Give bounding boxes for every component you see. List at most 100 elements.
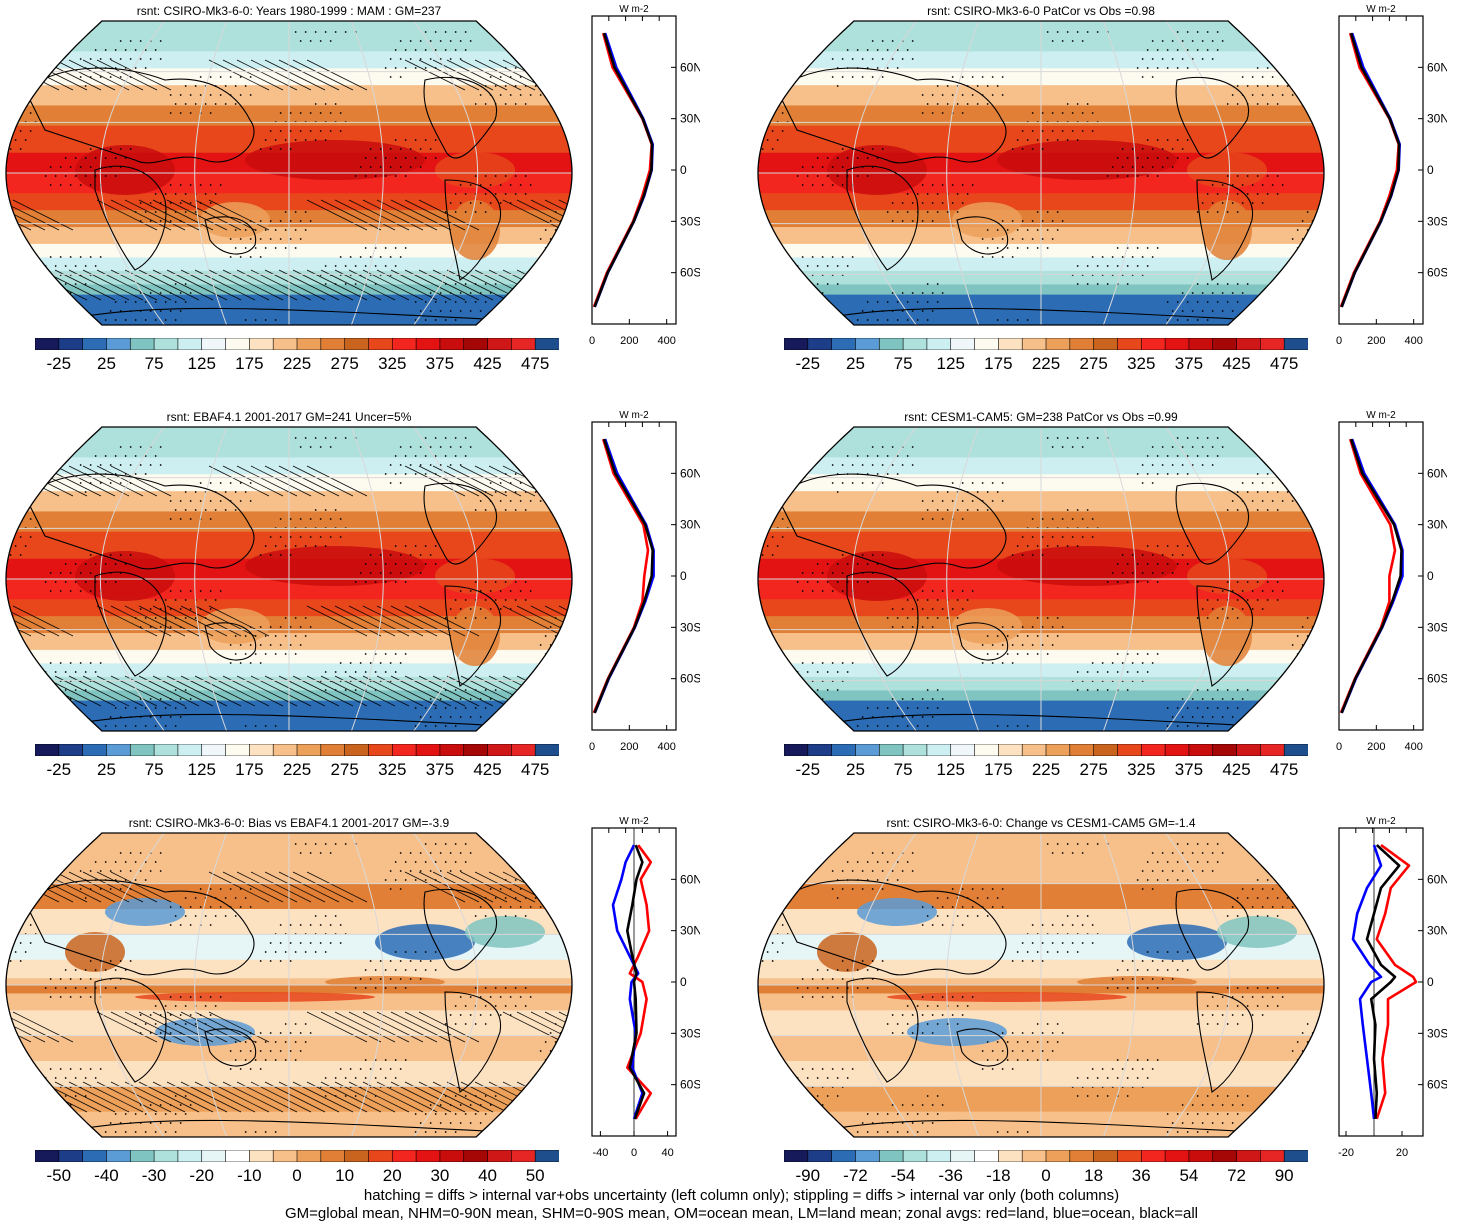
colorbar-swatch — [58, 338, 84, 350]
coastlines — [24, 879, 506, 1133]
colorbar-swatch — [902, 744, 928, 756]
colorbar-swatch — [831, 338, 857, 350]
colorbar-swatch — [320, 744, 346, 756]
colorbar-swatch — [1045, 1150, 1071, 1162]
latitude-tick-label: 0 — [1427, 975, 1434, 989]
colorbar-tick-label: 30 — [430, 1166, 450, 1185]
colorbar-tick-label: 375 — [425, 760, 455, 779]
zonal-x-tick-label: -20 — [1338, 1147, 1354, 1159]
colorbar-swatch — [439, 744, 465, 756]
colorbar-swatch — [784, 1150, 809, 1162]
colorbar-tick-label: 125 — [936, 760, 965, 779]
colorbar-labels: -90 -72 -54 -36 -18 0 18 36 54 72 90 — [784, 1166, 1308, 1188]
colorbar-swatch — [106, 338, 132, 350]
coastlines — [24, 473, 506, 727]
colorbar-tick-label: 175 — [984, 760, 1013, 779]
colorbar-swatch — [487, 744, 513, 756]
field-anomaly-region — [325, 976, 445, 988]
field-anomaly-region — [952, 202, 1022, 238]
colorbar-swatch — [201, 1150, 227, 1162]
colorbar-swatch — [153, 338, 179, 350]
map-outline — [757, 832, 1325, 1138]
colorbar-swatch — [368, 1150, 394, 1162]
colorbar-tick-label: 75 — [144, 760, 164, 779]
colorbar-tick-label: 425 — [1222, 354, 1251, 373]
colorbar-swatch — [35, 1150, 60, 1162]
zonal-mean-line — [1365, 844, 1401, 1119]
zonal-unit-label: W m-2 — [619, 410, 649, 421]
zonal-x-tick-label: 400 — [1404, 335, 1422, 347]
colorbar-tick-label: 475 — [1269, 760, 1299, 779]
colorbar-swatch — [1117, 1150, 1143, 1162]
colorbar-swatch — [1283, 338, 1308, 350]
zonal-unit-label: W m-2 — [619, 816, 649, 827]
colorbar-swatch — [1260, 1150, 1285, 1162]
panel-top-left: rsnt: CSIRO-Mk3-6-0: Years 1980-1999 : M… — [0, 0, 700, 380]
colorbar-swatch — [296, 744, 322, 756]
colorbar-swatch — [1069, 338, 1095, 350]
zonal-mean-line — [1340, 32, 1401, 308]
colorbar-swatch — [272, 338, 298, 350]
colorbar-swatch — [1093, 338, 1119, 350]
colorbar-swatch — [320, 338, 346, 350]
colorbar-swatch — [487, 338, 513, 350]
latitude-tick-label: 30N — [1427, 112, 1447, 126]
colorbar-swatch — [272, 744, 298, 756]
colorbar-swatch — [1236, 1150, 1262, 1162]
colorbar-swatch — [784, 338, 809, 350]
colorbar-swatch — [784, 744, 809, 756]
colorbar-swatch — [487, 1150, 513, 1162]
colorbar-swatch — [511, 1150, 536, 1162]
colorbar-swatch — [1093, 744, 1119, 756]
colorbar-swatch — [926, 338, 952, 350]
colorbar-tick-label: -30 — [141, 1166, 167, 1185]
footer-note-hatching: hatching = diffs > internal var+obs unce… — [363, 1187, 1120, 1204]
colorbar-swatch — [1212, 338, 1238, 350]
panel-middle-right: rsnt: CESM1-CAM5: GM=238 PatCor vs Obs =… — [752, 406, 1483, 786]
colorbar-swatch — [974, 338, 1000, 350]
colorbar-swatch — [106, 1150, 132, 1162]
colorbar-swatch — [225, 1150, 251, 1162]
latitude-tick-label: 60N — [1427, 60, 1447, 74]
graticule — [758, 427, 1324, 731]
colorbar-swatch — [391, 338, 417, 350]
zonal-mean-line — [593, 438, 654, 714]
colorbar-swatch — [1260, 744, 1285, 756]
colorbar-swatch — [344, 1150, 370, 1162]
colorbar-swatch — [878, 338, 904, 350]
colorbar-swatch — [534, 1150, 559, 1162]
colorbar-labels: -50 -40 -30 -20 -10 0 10 20 30 40 50 — [35, 1166, 559, 1188]
latitude-tick-label: 30N — [1427, 924, 1447, 938]
map-outline — [5, 832, 573, 1138]
colorbar-swatch — [855, 338, 881, 350]
colorbar-swatch — [1021, 1150, 1047, 1162]
colorbar-swatch — [1260, 338, 1285, 350]
latitude-tick-label: 30S — [1427, 620, 1447, 634]
field-anomaly-region — [1202, 606, 1252, 666]
colorbar-swatch — [1236, 338, 1262, 350]
zonal-mean-line — [626, 844, 646, 1120]
coastlines — [776, 879, 1258, 1133]
zonal-x-tick-label: 200 — [1367, 335, 1385, 347]
colorbar-swatch — [1283, 744, 1308, 756]
colorbar-tick-label: 475 — [1269, 354, 1299, 373]
colorbar-tick-label: -40 — [94, 1166, 119, 1185]
robinson-map — [757, 426, 1325, 732]
colorbar-tick-label: 125 — [187, 354, 216, 373]
latitude-tick-label: 0 — [1427, 569, 1434, 583]
colorbar-swatch — [902, 1150, 928, 1162]
colorbar-swatch — [177, 1150, 203, 1162]
colorbar-swatch — [296, 1150, 322, 1162]
map-title: rsnt: EBAF4.1 2001-2017 GM=241 Uncer=5% — [166, 410, 412, 424]
zonal-plot-frame — [1338, 421, 1424, 731]
zonal-mean-plot: W m-2 60N 30N 0 30S 60S 0 200 400 — [589, 410, 700, 753]
field-anomaly-region — [435, 558, 515, 594]
colorbar-swatch — [998, 744, 1023, 756]
latitude-tick-label: 60S — [680, 672, 700, 686]
zonal-mean-line — [1351, 844, 1383, 1120]
field-anomaly-region — [450, 606, 500, 666]
colorbar-tick-label: -10 — [237, 1166, 262, 1185]
colorbar-tick-label: 225 — [282, 760, 312, 779]
colorbar-tick-label: 20 — [382, 1166, 402, 1185]
field-anomaly-region — [827, 551, 927, 601]
